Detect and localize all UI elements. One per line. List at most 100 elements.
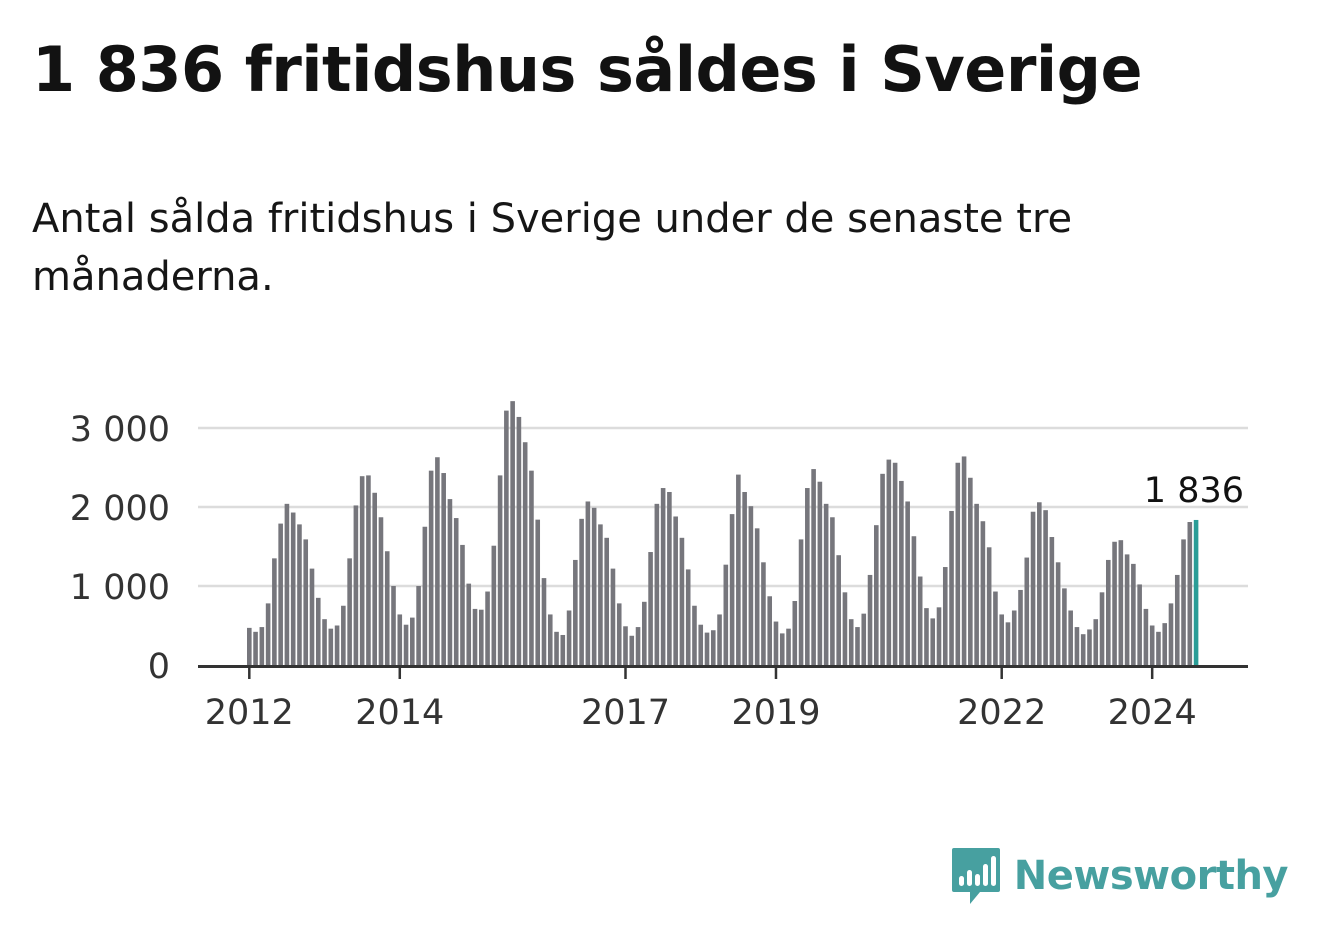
- bar: [855, 627, 860, 665]
- bar: [761, 562, 766, 665]
- bar: [1137, 584, 1142, 665]
- bar: [698, 624, 704, 665]
- bar: [579, 518, 584, 665]
- bar: [334, 625, 340, 665]
- bar: [993, 591, 998, 665]
- bar: [410, 617, 415, 665]
- bar: [1131, 563, 1136, 665]
- bar: [861, 613, 867, 665]
- bar: [974, 503, 979, 665]
- bar: [447, 499, 453, 665]
- bar: [742, 491, 747, 665]
- chart-subtitle: Antal sålda fritidshus i Sverige under d…: [32, 196, 1073, 300]
- bar: [817, 481, 823, 665]
- bar: [554, 631, 559, 665]
- bar: [823, 503, 829, 665]
- bar: [265, 603, 271, 665]
- data-labels: 1 836: [1144, 471, 1244, 511]
- bar: [1156, 631, 1161, 665]
- bar: [359, 476, 365, 665]
- bar: [247, 627, 252, 665]
- bar: [1174, 574, 1180, 665]
- x-tick-label: 2014: [355, 693, 444, 733]
- bar: [792, 601, 798, 665]
- bar: [403, 624, 409, 665]
- bar: [635, 627, 641, 665]
- bar: [1143, 608, 1149, 665]
- bar: [560, 634, 566, 665]
- newsworthy-logo-icon: [951, 848, 1000, 904]
- bar: [1055, 562, 1061, 665]
- y-tick-label: 3 000: [70, 410, 170, 450]
- bar: [453, 518, 459, 665]
- bar: [911, 536, 917, 665]
- bar: [842, 592, 848, 665]
- bar: [623, 626, 628, 665]
- bar: [736, 474, 741, 665]
- bar: [1080, 634, 1086, 665]
- bar: [466, 583, 472, 665]
- bar: [874, 525, 879, 665]
- bar: [767, 596, 773, 665]
- highlight-bar: [1193, 519, 1199, 665]
- bar: [535, 519, 541, 665]
- bar: [259, 627, 265, 665]
- bar: [805, 488, 810, 665]
- bar: [422, 526, 428, 665]
- bar: [347, 558, 352, 665]
- bar: [591, 507, 597, 665]
- bar: [892, 462, 898, 665]
- bar: [1168, 603, 1174, 665]
- bar: [384, 551, 390, 665]
- bar: [497, 475, 503, 665]
- bar: [372, 492, 377, 665]
- bar: [460, 544, 465, 665]
- bar: [610, 568, 616, 665]
- bar: [942, 567, 948, 665]
- bar: [1049, 537, 1055, 665]
- bar: [341, 605, 346, 665]
- bar: [917, 576, 923, 665]
- bar: [1099, 592, 1105, 665]
- bar: [290, 512, 296, 665]
- bar: [660, 488, 666, 665]
- last-value-label: 1 836: [1144, 471, 1244, 511]
- bar: [924, 608, 929, 665]
- bar: [848, 619, 854, 665]
- bar: [529, 470, 534, 665]
- y-tick-label: 1 000: [70, 568, 170, 608]
- bar: [949, 510, 954, 665]
- bar: [1181, 539, 1186, 665]
- bar: [1005, 622, 1011, 665]
- bar: [1149, 625, 1155, 665]
- bar: [754, 528, 760, 665]
- bar: [435, 457, 440, 665]
- bar: [397, 614, 403, 665]
- bar: [297, 524, 302, 665]
- bar: [585, 501, 591, 665]
- x-axis-tick-labels: 2012 2014 2017 2019 2022 2024: [205, 693, 1197, 733]
- bar: [472, 608, 478, 665]
- bar: [278, 523, 283, 665]
- bar: [986, 547, 992, 665]
- bar: [1105, 559, 1111, 665]
- bar: [679, 537, 685, 665]
- x-tick-label: 2019: [731, 693, 820, 733]
- bar: [566, 610, 572, 665]
- bar: [980, 521, 986, 665]
- bar: [654, 503, 660, 665]
- bar: [303, 539, 309, 665]
- bar: [416, 586, 421, 665]
- bar: [642, 601, 647, 665]
- y-tick-label: 2 000: [70, 489, 170, 529]
- bar: [604, 537, 609, 665]
- bar-chart: 0 1 000 2 000 3 000 2012 2014 2017 2019 2022 202…: [70, 401, 1248, 733]
- bar: [428, 470, 434, 665]
- bar: [880, 473, 885, 665]
- bar: [1030, 511, 1036, 665]
- bar: [667, 491, 672, 665]
- bar: [1087, 629, 1092, 665]
- bar: [717, 614, 722, 665]
- bar: [510, 401, 515, 665]
- bar: [936, 607, 942, 665]
